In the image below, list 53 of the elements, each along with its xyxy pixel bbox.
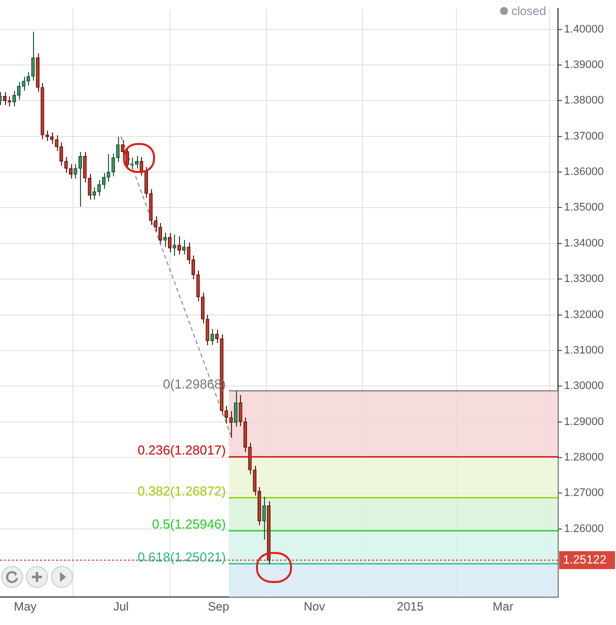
candlestick xyxy=(186,242,190,265)
y-tick-label: 1.39000 xyxy=(564,59,604,72)
ref-line-label: 0.5(1.25946) xyxy=(152,516,226,532)
candlestick xyxy=(224,405,228,424)
y-tick-label: 1.31000 xyxy=(564,344,604,356)
x-tick-label: May xyxy=(14,600,36,614)
candlestick xyxy=(12,90,16,107)
annotation: closed xyxy=(511,4,546,18)
y-tick-label: 1.30000 xyxy=(564,380,604,392)
x-tick-label: Mar xyxy=(492,600,514,614)
y-tick-label: 1.40000 xyxy=(564,23,604,36)
y-tick-label: 1.37000 xyxy=(564,130,604,142)
x-tick-label: Nov xyxy=(304,600,326,614)
y-tick-label: 1.27000 xyxy=(564,487,604,500)
ref-line-label: 0.618(1.25021) xyxy=(138,549,226,564)
candlestick xyxy=(68,164,73,179)
candlestick xyxy=(206,314,210,346)
candlestick xyxy=(102,172,106,190)
candlestick xyxy=(17,82,21,100)
candlestick xyxy=(74,164,78,179)
candlestick xyxy=(144,166,148,198)
candlestick xyxy=(78,152,82,208)
y-tick-label: 1.26000 xyxy=(564,522,604,535)
y-tick-label: 1.33000 xyxy=(564,273,604,286)
candlestick xyxy=(168,232,172,253)
candlestick xyxy=(172,234,176,256)
candlestick xyxy=(182,239,186,255)
y-tick-label: 1.38000 xyxy=(564,94,604,107)
y-tick-label: 1.29000 xyxy=(564,416,604,428)
x-tick-label: Sep xyxy=(208,600,230,614)
y-tick-label: 1.34000 xyxy=(564,237,604,250)
candlestick xyxy=(234,390,238,428)
y-tick-label: 1.32000 xyxy=(564,308,604,321)
candlestick xyxy=(210,328,214,346)
candlestick xyxy=(140,156,144,176)
candlestick xyxy=(200,292,205,324)
candlestick xyxy=(252,465,256,496)
candlestick xyxy=(134,155,139,169)
candlestick xyxy=(50,132,54,144)
candlestick xyxy=(2,92,7,106)
candlestick xyxy=(262,496,266,540)
candlestick xyxy=(163,232,167,248)
ref-line-label: 0.236(1.28017) xyxy=(138,442,226,458)
y-tick-label: 1.28000 xyxy=(564,452,604,464)
candlestick xyxy=(229,410,233,438)
candlestick xyxy=(31,31,35,82)
x-tick-label: Jul xyxy=(113,600,129,614)
ref-line-label: 1.25122 xyxy=(563,552,607,566)
x-tick-label: 2015 xyxy=(396,600,424,614)
candlestick xyxy=(83,152,87,183)
ref-line-label: 0.382(1.26872) xyxy=(138,483,226,498)
y-tick-label: 1.36000 xyxy=(564,166,604,178)
y-tick-label: 1.35000 xyxy=(564,202,604,214)
